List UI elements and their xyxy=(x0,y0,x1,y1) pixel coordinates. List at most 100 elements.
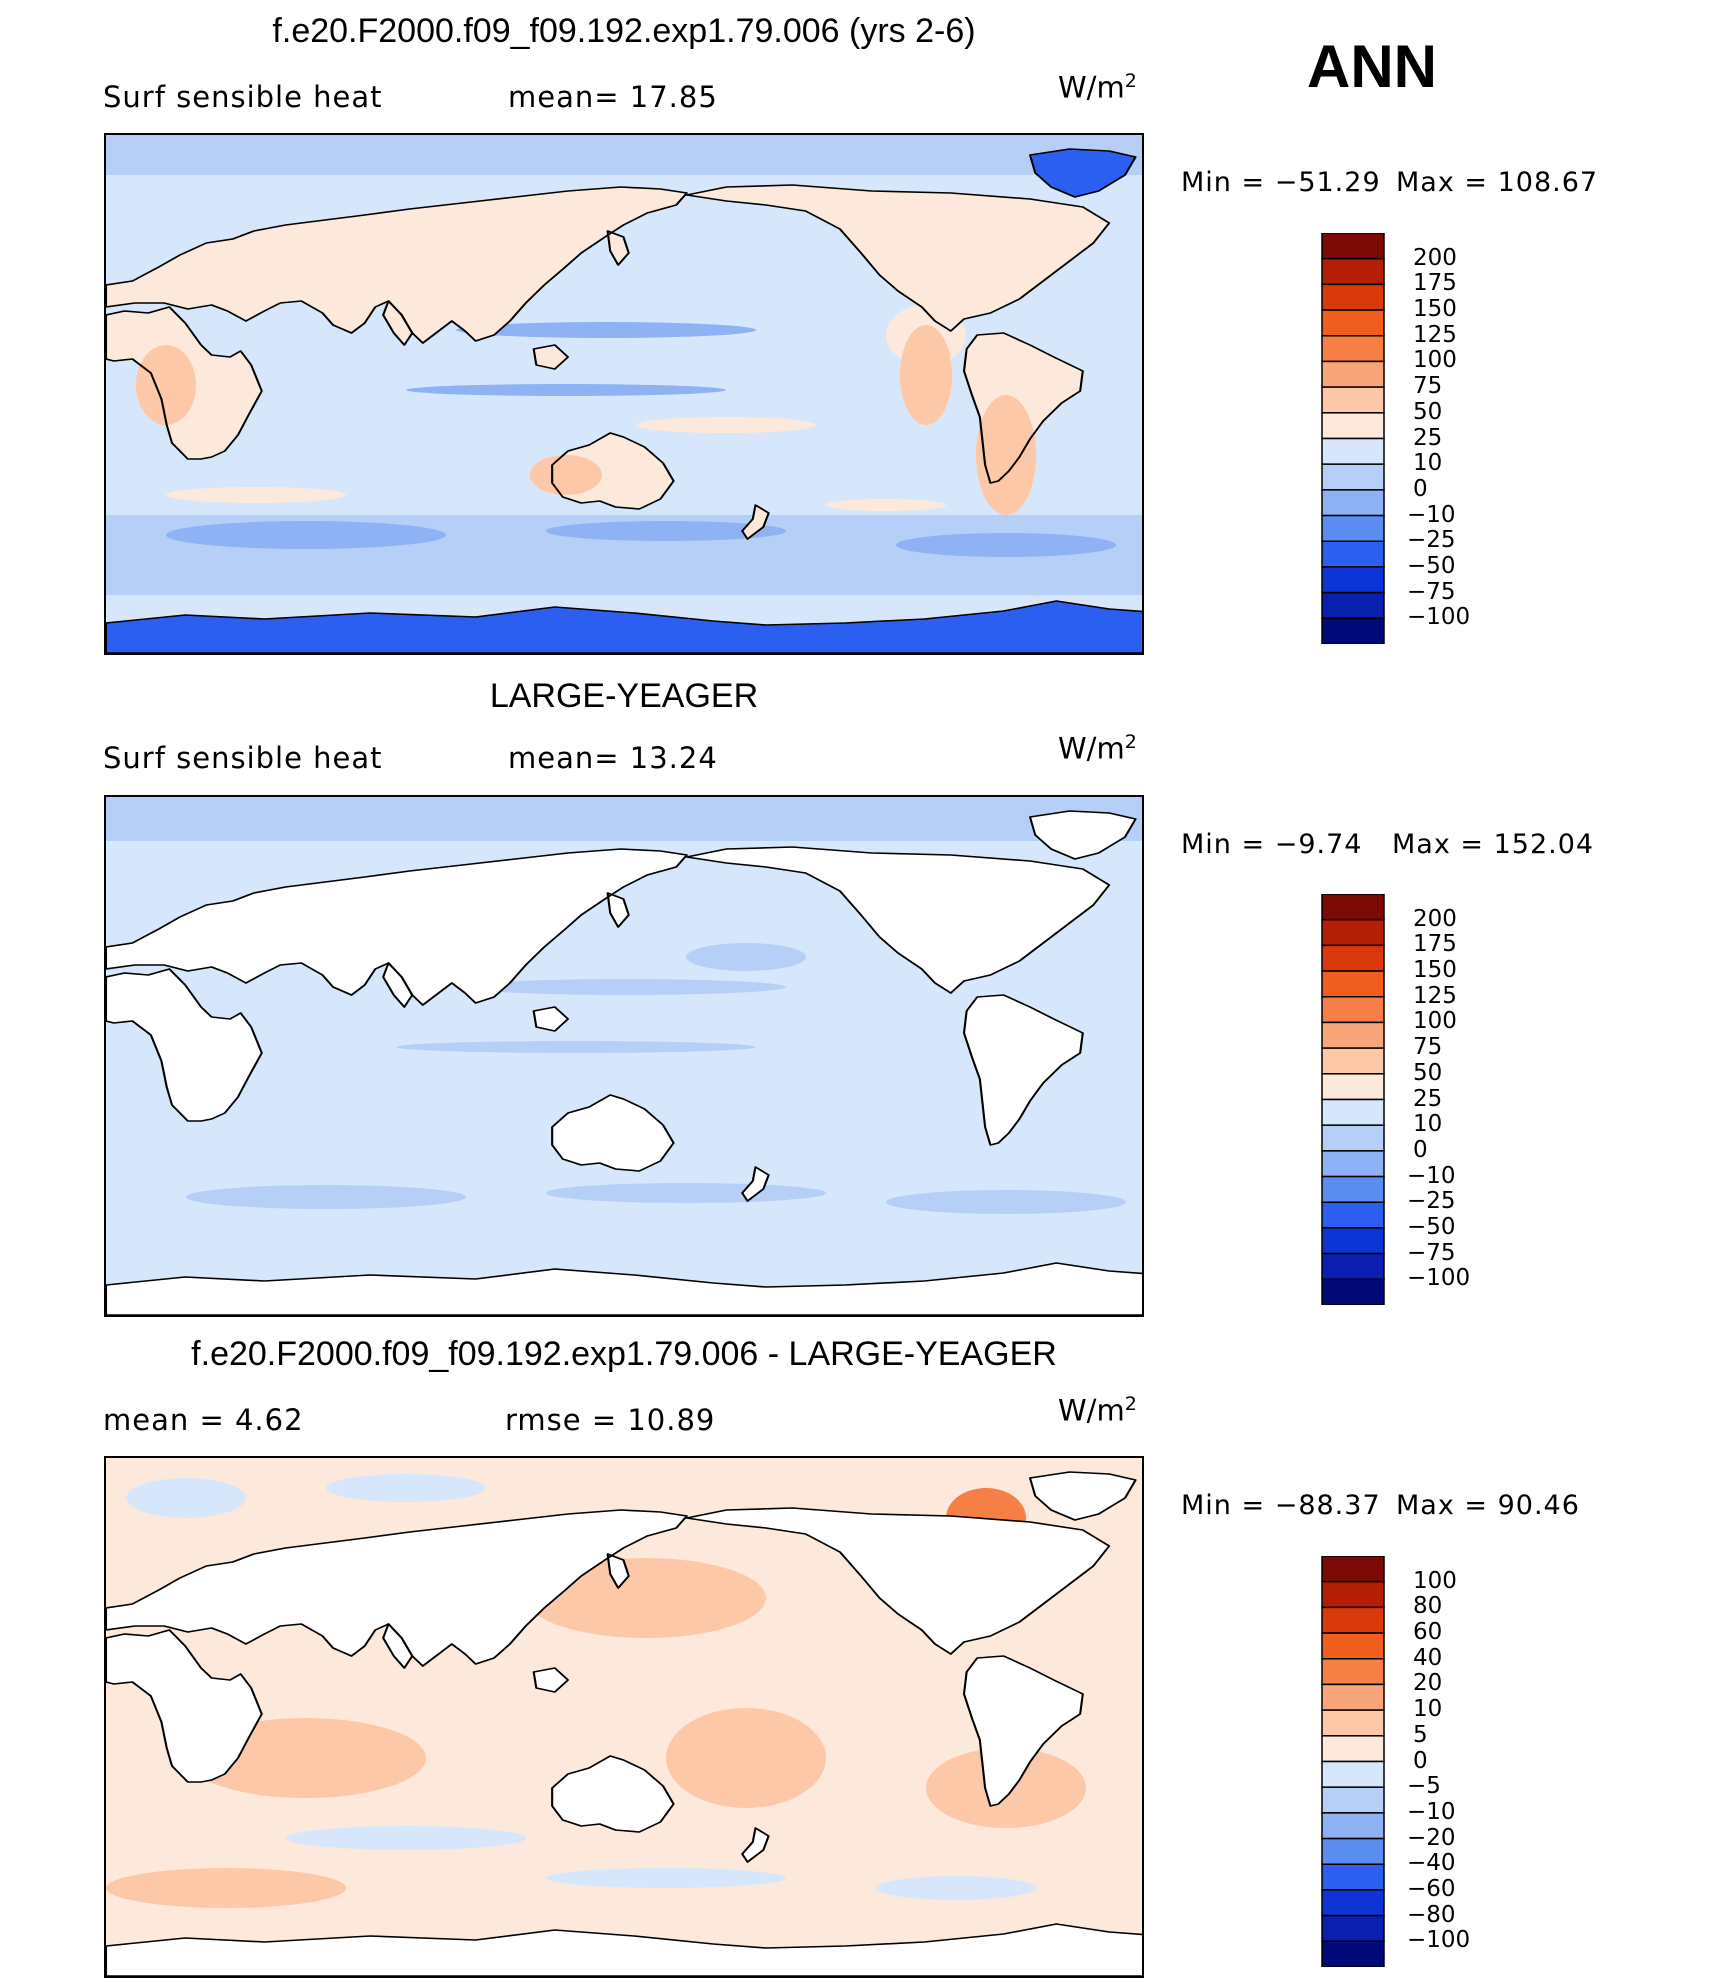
colorbar-swatch xyxy=(1321,918,1385,947)
colorbar-swatch xyxy=(1321,1863,1385,1891)
coastline-eurasia xyxy=(106,1509,688,1667)
colorbar-swatch xyxy=(1321,1658,1385,1686)
panel-1-map-svg xyxy=(106,135,1142,653)
colorbar-swatch xyxy=(1321,1889,1385,1917)
colorbar-swatch xyxy=(1321,1098,1385,1126)
anomaly-blob xyxy=(666,1708,826,1808)
colorbar-swatch xyxy=(1321,1606,1385,1634)
colorbar-tick-label: −25 xyxy=(1407,527,1456,554)
panel-1-title: f.e20.F2000.f09_f09.192.exp1.79.006 (yrs… xyxy=(272,12,976,50)
land-nz xyxy=(742,505,769,539)
colorbar-tick-label: 50 xyxy=(1413,1059,1443,1086)
panel-1-min: Min = −51.29 xyxy=(1181,167,1381,198)
colorbar-swatch xyxy=(1321,283,1385,311)
colorbar-tick-label: 5 xyxy=(1413,1721,1428,1748)
coastline-samerica xyxy=(962,1655,1084,1807)
colorbar-tick-label: 60 xyxy=(1413,1619,1443,1646)
coastline-nz xyxy=(741,504,770,540)
colorbar-tick-label: −10 xyxy=(1407,501,1456,528)
anomaly-blob xyxy=(546,1183,826,1203)
coastline-nz xyxy=(741,1166,770,1202)
colorbar-swatch xyxy=(1321,1278,1385,1306)
colorbar-tick-label: −60 xyxy=(1407,1875,1456,1902)
land-borneo xyxy=(533,1668,568,1692)
colorbar-tick-label: −50 xyxy=(1407,1213,1456,1240)
anomaly-blob xyxy=(106,1868,346,1908)
colorbar-tick-label: 25 xyxy=(1413,424,1443,451)
anomaly-blob xyxy=(526,1558,766,1638)
colorbar-tick-label: 20 xyxy=(1413,1670,1443,1697)
panel-2-title: LARGE-YEAGER xyxy=(489,677,759,715)
colorbar-swatch xyxy=(1321,1940,1385,1968)
colorbar-swatch xyxy=(1321,1047,1385,1075)
colorbar-swatch xyxy=(1321,1683,1385,1711)
coastline-africa xyxy=(106,306,263,460)
panel-3-map xyxy=(104,1456,1144,1978)
panel-1-units: W/m2 xyxy=(1058,70,1137,105)
colorbar-tick-label: −100 xyxy=(1407,1927,1471,1954)
panel-3-min: Min = −88.37 xyxy=(1181,1490,1381,1521)
colorbar-swatch xyxy=(1321,463,1385,491)
anomaly-blob xyxy=(326,1474,486,1502)
colorbar-tick-label: −100 xyxy=(1407,1265,1471,1292)
colorbar-tick-label: 125 xyxy=(1413,321,1457,348)
panel-1-max: Max = 108.67 xyxy=(1396,167,1599,198)
coastline-india xyxy=(382,300,414,346)
colorbar-tick-label: 10 xyxy=(1413,1111,1443,1138)
colorbar-swatch xyxy=(1321,996,1385,1024)
colorbar-swatch xyxy=(1321,1580,1385,1609)
colorbar-tick-label: −40 xyxy=(1407,1850,1456,1877)
colorbar-swatch xyxy=(1321,540,1385,568)
panel-3-max: Max = 90.46 xyxy=(1396,1490,1580,1521)
anomaly-blob xyxy=(186,1185,466,1209)
colorbar-tick-label: −10 xyxy=(1407,1798,1456,1825)
season-label: ANN xyxy=(1307,33,1437,100)
land-borneo xyxy=(533,345,568,369)
coastline-borneo xyxy=(532,1667,570,1693)
colorbar-tick-label: 200 xyxy=(1413,905,1457,932)
land-namerica xyxy=(686,185,1110,331)
land-greenland xyxy=(1030,811,1136,859)
colorbar-tick-label: 75 xyxy=(1413,373,1443,400)
land-borneo xyxy=(533,1007,568,1031)
land-india xyxy=(383,301,413,345)
colorbar-tick-label: 10 xyxy=(1413,450,1443,477)
colorbar-swatch xyxy=(1321,566,1385,594)
coastline-samerica xyxy=(962,994,1084,1146)
anomaly-blob xyxy=(166,487,346,503)
colorbar-swatch xyxy=(1321,970,1385,998)
colorbar-swatch xyxy=(1321,944,1385,972)
coastline-antarctica xyxy=(106,600,1142,653)
anomaly-blob xyxy=(456,322,756,338)
colorbar-svg xyxy=(1321,232,1385,645)
anomaly-blob xyxy=(636,417,816,433)
colorbar-swatch xyxy=(1321,386,1385,414)
colorbar-swatch xyxy=(1321,309,1385,337)
land-samerica xyxy=(964,1656,1083,1806)
land-warm-blob xyxy=(136,345,196,425)
land-nz xyxy=(742,1167,769,1201)
colorbar-swatch xyxy=(1321,514,1385,542)
anomaly-blob xyxy=(546,1868,786,1888)
colorbar-tick-label: −20 xyxy=(1407,1824,1456,1851)
colorbar-swatch xyxy=(1321,1837,1385,1865)
land-africa xyxy=(106,969,262,1121)
coastline-antarctica xyxy=(106,1923,1142,1976)
colorbar-tick-label: 175 xyxy=(1413,931,1457,958)
anomaly-blob xyxy=(826,499,946,511)
panel-2-min: Min = −9.74 xyxy=(1181,829,1363,860)
colorbar-swatch xyxy=(1321,412,1385,440)
anomaly-blob xyxy=(466,979,786,995)
colorbar-tick-label: −10 xyxy=(1407,1162,1456,1189)
colorbar-swatch xyxy=(1321,1914,1385,1943)
colorbar-swatch xyxy=(1321,1150,1385,1178)
colorbar-swatch xyxy=(1321,617,1385,645)
colorbar-swatch xyxy=(1321,1252,1385,1281)
colorbar-tick-label: 50 xyxy=(1413,398,1443,425)
colorbar-swatch xyxy=(1321,1175,1385,1203)
colorbar-swatch xyxy=(1321,232,1385,260)
panel-2-max: Max = 152.04 xyxy=(1392,829,1595,860)
colorbar-swatch xyxy=(1321,1073,1385,1101)
panel-3-rmse: rmse = 10.89 xyxy=(505,1403,716,1437)
coastline-greenland xyxy=(1028,1471,1137,1521)
